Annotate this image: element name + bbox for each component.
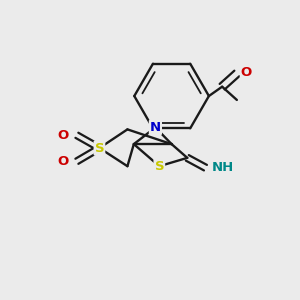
Text: O: O xyxy=(241,66,252,79)
Text: S: S xyxy=(94,142,104,154)
Text: N: N xyxy=(150,121,161,134)
Text: NH: NH xyxy=(211,161,234,174)
Text: O: O xyxy=(58,155,69,168)
Text: O: O xyxy=(58,129,69,142)
Text: S: S xyxy=(154,160,164,173)
